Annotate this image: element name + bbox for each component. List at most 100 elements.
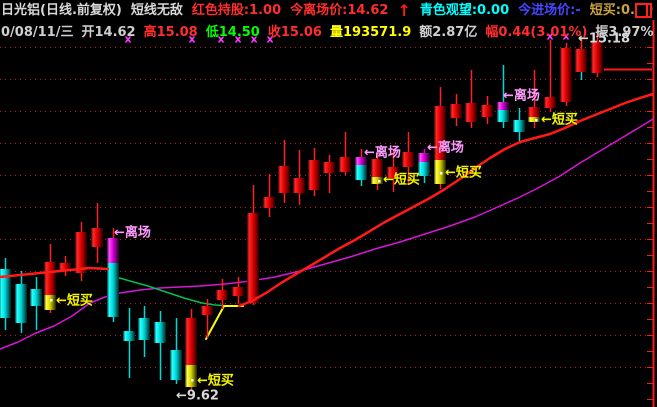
candle-body-red — [465, 103, 477, 122]
candle-body-cyan — [355, 165, 367, 180]
candle[interactable] — [591, 29, 603, 77]
candle-body-red — [278, 166, 290, 193]
candle[interactable] — [481, 96, 493, 124]
candle-body-red — [308, 160, 320, 190]
entry-line-yellow — [205, 305, 244, 340]
magenta-x-mark: x — [250, 33, 257, 46]
candle-body-red — [59, 263, 71, 271]
candle-body-red — [575, 49, 587, 72]
signal-label: ←短买 — [383, 172, 420, 188]
candle-body-red — [339, 157, 351, 172]
candle-body-red — [263, 197, 275, 208]
candle-body-magenta — [418, 153, 430, 162]
candle[interactable] — [201, 299, 213, 338]
signal-label: ←离场 — [114, 225, 151, 241]
window-control-icon[interactable] — [635, 3, 652, 18]
candle[interactable] — [450, 94, 462, 126]
candle[interactable] — [293, 150, 305, 205]
candle[interactable] — [75, 222, 87, 281]
candle[interactable] — [371, 154, 383, 190]
candles — [0, 29, 603, 391]
candle[interactable] — [465, 70, 477, 128]
candle-body-red — [544, 97, 556, 108]
signal-label: ←短买 — [541, 112, 578, 128]
candle[interactable] — [513, 108, 525, 142]
signal-overlay: x x x x x x x x←短买←离场←短买←9.62←离场←短买←离场←短买←离场←短买… — [50, 30, 652, 404]
candle-body-red — [450, 104, 462, 118]
magenta-x-mark: x — [266, 33, 273, 46]
candle-body-cyan — [154, 322, 166, 343]
candle[interactable] — [402, 132, 414, 185]
candle[interactable] — [544, 40, 556, 112]
candle[interactable] — [323, 155, 335, 193]
candle[interactable] — [91, 203, 103, 263]
candle[interactable] — [44, 244, 56, 313]
signal-anchor-dot — [50, 299, 53, 302]
candle[interactable] — [154, 311, 166, 380]
trend-lines — [0, 92, 655, 308]
candle-body-red — [402, 152, 414, 167]
candle[interactable] — [339, 132, 351, 175]
candle[interactable] — [185, 309, 197, 391]
candle-body-red — [591, 41, 603, 73]
candle[interactable] — [216, 279, 228, 309]
candle-body-yellow — [44, 295, 56, 310]
candle-body-cyan — [123, 331, 135, 341]
candle-body-red — [371, 159, 383, 177]
candle-body-cyan — [15, 284, 27, 323]
candle[interactable] — [170, 318, 182, 384]
candle-body-red — [434, 106, 446, 160]
candle-body-red — [44, 262, 56, 295]
candle[interactable] — [0, 258, 11, 330]
magenta-x-mark: x — [188, 33, 195, 46]
candle[interactable] — [263, 174, 275, 217]
candle[interactable] — [418, 149, 430, 183]
magenta-x-mark: x — [546, 30, 553, 43]
candle[interactable] — [138, 306, 150, 357]
candle-body-cyan — [497, 110, 509, 122]
candle[interactable] — [355, 149, 367, 186]
candle[interactable] — [497, 65, 509, 128]
candle-body-magenta — [107, 238, 119, 263]
candle[interactable] — [387, 150, 399, 192]
candle[interactable] — [15, 271, 27, 333]
candle-body-red — [528, 107, 540, 117]
candle-body-yellow — [371, 177, 383, 184]
candle-body-red — [91, 228, 103, 247]
candle[interactable] — [575, 37, 587, 80]
candle[interactable] — [30, 277, 42, 330]
candle[interactable] — [528, 70, 540, 128]
candle-body-magenta — [497, 102, 509, 110]
magenta-x-mark: x — [124, 33, 131, 46]
candle-body-red — [293, 178, 305, 193]
candle[interactable] — [308, 148, 320, 196]
signal-anchor-dot — [378, 180, 381, 183]
signal-label: ←短买 — [197, 373, 234, 389]
candle-body-red — [232, 287, 244, 296]
magenta-x-mark: x — [234, 33, 241, 46]
signal-anchor-dot — [535, 119, 538, 122]
candle[interactable] — [59, 256, 71, 276]
candle-body-red — [323, 162, 335, 173]
candle[interactable] — [232, 277, 244, 304]
signal-label: ←离场 — [503, 88, 540, 104]
signal-label: ←离场 — [427, 140, 464, 156]
signal-anchor-dot — [191, 379, 194, 382]
candle[interactable] — [247, 185, 259, 305]
price-axis — [647, 20, 655, 407]
signal-label: ←短买 — [445, 165, 482, 181]
candle[interactable] — [278, 140, 290, 203]
candle-body-red — [481, 105, 493, 117]
candle-body-red — [201, 306, 213, 315]
candle-body-cyan — [107, 263, 119, 317]
candle[interactable] — [560, 43, 572, 106]
candle-body-cyan — [30, 289, 42, 306]
signal-label: ←离场 — [364, 145, 401, 161]
trend-line-red-right — [237, 92, 655, 308]
candle-body-cyan — [170, 350, 182, 380]
candle[interactable] — [123, 308, 135, 378]
candle[interactable] — [107, 228, 119, 322]
candle-body-cyan — [0, 269, 11, 318]
